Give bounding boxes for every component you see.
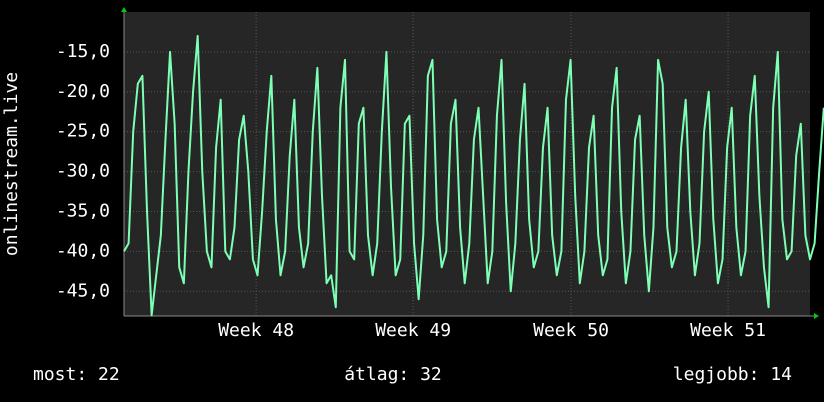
x-tick-label: Week 50	[533, 320, 609, 341]
stat-average: átlag: 32	[344, 364, 442, 385]
stat-current: most: 22	[33, 364, 120, 385]
y-axis-label: onlinestream.live	[1, 72, 22, 256]
x-tick-label: Week 48	[218, 320, 294, 341]
y-tick-label: -25,0	[56, 121, 110, 142]
y-tick-label: -35,0	[56, 200, 110, 221]
y-tick-label: -45,0	[56, 280, 110, 301]
y-tick-label: -20,0	[56, 81, 110, 102]
y-tick-label: -15,0	[56, 41, 110, 62]
x-tick-label: Week 51	[690, 320, 766, 341]
y-tick-label: -30,0	[56, 161, 110, 182]
data-line	[123, 34, 824, 317]
stat-best: legjobb: 14	[673, 364, 792, 385]
y-tick-label: -40,0	[56, 240, 110, 261]
axis-arrow	[121, 7, 127, 12]
x-tick-label: Week 49	[375, 320, 451, 341]
axis-arrow	[814, 313, 819, 319]
